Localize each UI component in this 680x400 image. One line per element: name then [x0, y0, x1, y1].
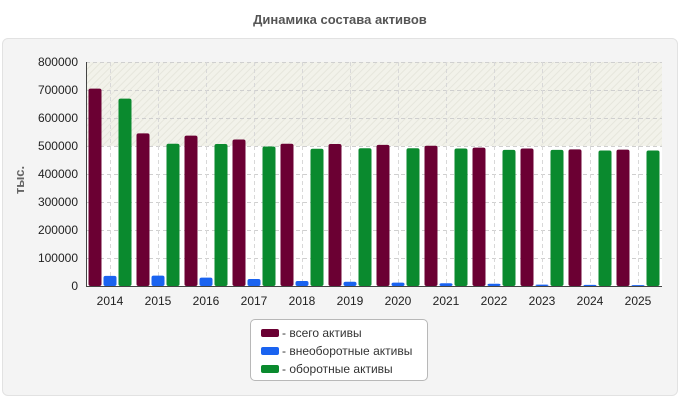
y-tick-label: 600000 — [38, 111, 78, 125]
y-axis-title: тыс. — [12, 166, 27, 194]
x-tick-label: 2021 — [433, 294, 460, 308]
bar-total — [376, 144, 390, 286]
bar-current — [310, 148, 324, 286]
bar-total — [616, 149, 630, 286]
bar-total — [328, 144, 342, 286]
bar-total — [568, 149, 582, 286]
x-tick-label: 2014 — [97, 294, 124, 308]
bar-noncurrent — [151, 275, 165, 286]
bar-noncurrent — [487, 283, 501, 286]
bar-current — [262, 146, 276, 286]
bar-noncurrent — [343, 281, 357, 286]
legend-swatch-total — [261, 328, 279, 337]
bar-current — [454, 148, 468, 286]
bar-current — [214, 144, 228, 286]
legend-item-current: - оборотные активы — [261, 362, 393, 376]
bar-noncurrent — [295, 280, 309, 286]
bar-total — [424, 145, 438, 286]
bar-total — [520, 148, 534, 286]
bar-total — [136, 133, 150, 286]
x-tick-label: 2019 — [337, 294, 364, 308]
bar-noncurrent — [247, 279, 261, 286]
legend-swatch-noncurrent — [261, 346, 279, 355]
y-tick-label: 300000 — [38, 195, 78, 209]
bar-noncurrent — [631, 285, 645, 286]
bar-total — [232, 139, 246, 286]
legend-label-current: - оборотные активы — [282, 362, 393, 376]
y-tick-label: 200000 — [38, 223, 78, 237]
bar-current — [598, 150, 612, 286]
legend-swatch-current — [261, 364, 279, 373]
x-tick-label: 2024 — [577, 294, 604, 308]
bar-total — [184, 135, 198, 286]
svg-text:тыс.: тыс. — [12, 166, 27, 194]
bar-current — [358, 148, 372, 286]
bar-noncurrent — [535, 284, 549, 286]
bar-noncurrent — [439, 283, 453, 286]
y-tick-label: 100000 — [38, 251, 78, 265]
legend-label-noncurrent: - внеоборотные активы — [282, 344, 413, 358]
legend-item-noncurrent: - внеоборотные активы — [261, 344, 412, 358]
x-tick-label: 2015 — [145, 294, 172, 308]
x-tick-label: 2017 — [241, 294, 268, 308]
bar-total — [280, 143, 294, 286]
bar-current — [502, 149, 516, 286]
bar-total — [472, 147, 486, 286]
bar-noncurrent — [391, 282, 405, 286]
bar-current — [550, 149, 564, 286]
x-tick-label: 2022 — [481, 294, 508, 308]
bar-noncurrent — [199, 277, 213, 286]
bar-total — [88, 88, 102, 286]
bar-current — [118, 98, 132, 287]
y-tick-label: 400000 — [38, 167, 78, 181]
x-tick-label: 2025 — [625, 294, 652, 308]
x-tick-label: 2018 — [289, 294, 316, 308]
chart-title: Динамика состава активов — [253, 12, 427, 27]
bar-current — [646, 150, 660, 286]
x-tick-label: 2023 — [529, 294, 556, 308]
legend-item-total: - всего активы — [261, 326, 362, 340]
bar-current — [406, 148, 420, 286]
y-tick-label: 800000 — [38, 55, 78, 69]
plot-hatch-band — [86, 62, 662, 146]
x-tick-label: 2016 — [193, 294, 220, 308]
legend: - всего активы - внеоборотные активы - о… — [250, 319, 428, 381]
x-tick-label: 2020 — [385, 294, 412, 308]
y-tick-label: 500000 — [38, 139, 78, 153]
y-tick-label: 0 — [71, 279, 78, 293]
bar-noncurrent — [583, 284, 597, 286]
bar-current — [166, 143, 180, 286]
y-tick-label: 700000 — [38, 83, 78, 97]
bar-noncurrent — [103, 275, 117, 286]
legend-label-total: - всего активы — [282, 326, 362, 340]
